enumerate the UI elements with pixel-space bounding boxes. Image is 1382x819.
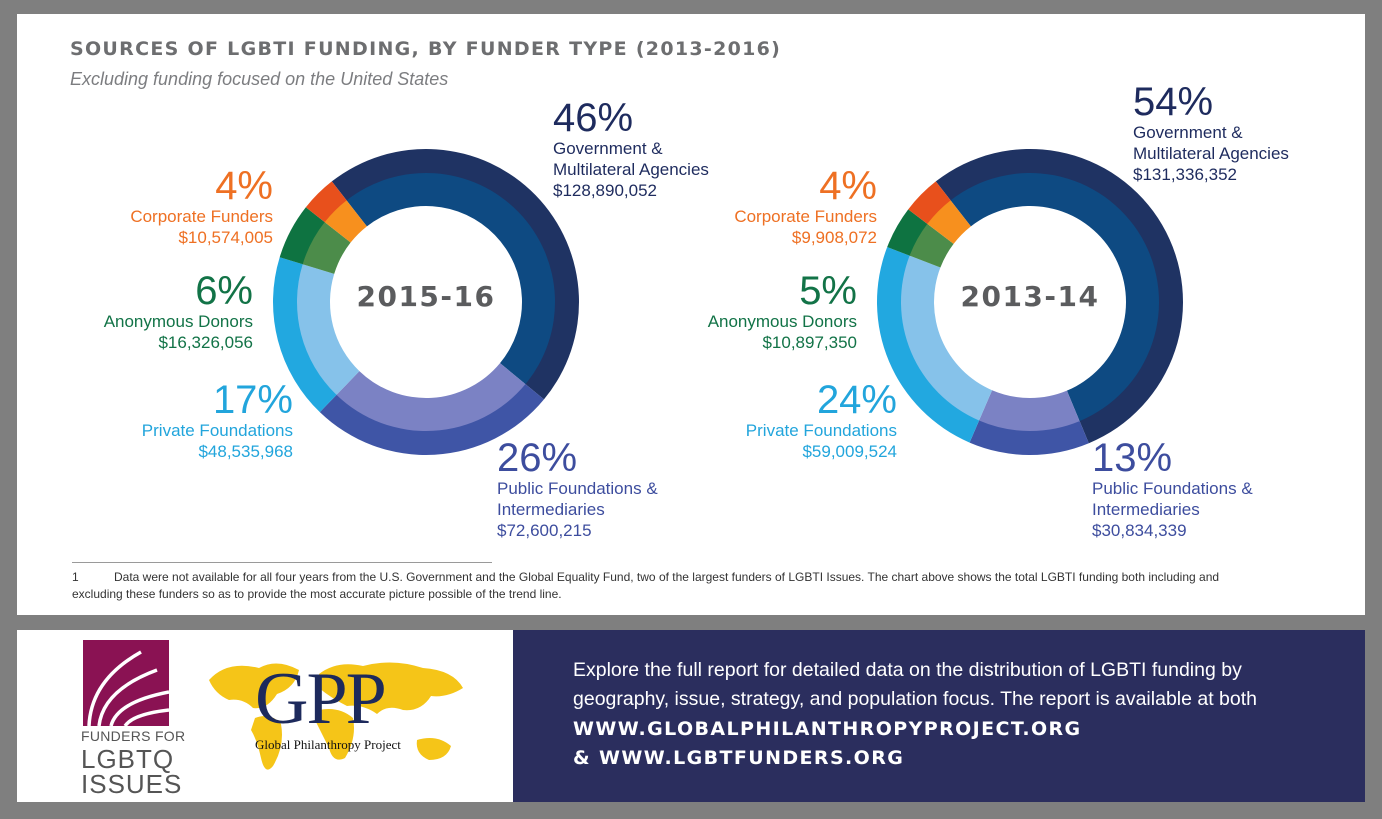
chart-subtitle: Excluding funding focused on the United … (70, 69, 449, 89)
slice-inner-public-2013-14 (979, 390, 1080, 431)
slice-inner-corporate-2013-14 (927, 200, 971, 244)
ff-line2: LGBTQ (81, 744, 175, 774)
url-gpp-link[interactable]: WWW.GLOBALPHILANTHROPYPROJECT.ORG (573, 718, 1082, 740)
label-government-2013-14: 54% Government & Multilateral Agencies $… (1133, 80, 1289, 184)
slice-outer-anonymous-2013-14 (887, 209, 929, 257)
label-anonymous-2013-14: 5% Anonymous Donors $10,897,350 (707, 269, 857, 352)
url-lgbtfunders-link[interactable]: & WWW.LGBTFUNDERS.ORG (573, 747, 905, 769)
slice-outer-private-2013-14 (877, 247, 980, 443)
gpp-caption: Global Philanthropy Project (255, 737, 401, 752)
slice-inner-anonymous-2015-16 (302, 222, 351, 274)
slice-inner-private-2013-14 (901, 255, 993, 421)
slice-inner-public-2015-16 (336, 363, 526, 431)
label-private-2013-14: 24% Private Foundations $59,009,524 (745, 378, 897, 461)
ff-line3: ISSUES (81, 769, 183, 799)
slice-outer-public-2013-14 (969, 419, 1089, 455)
ff-line1: FUNDERS FOR (81, 728, 186, 744)
center-label-2013-14: 2013-14 (960, 280, 1100, 313)
label-corporate-2013-14: 4% Corporate Funders $9,908,072 (734, 164, 877, 247)
slice-outer-corporate-2013-14 (908, 181, 952, 225)
donut-chart-2015-16 (273, 149, 579, 455)
chart-title: SOURCES OF LGBTI FUNDING, BY FUNDER TYPE… (70, 38, 782, 60)
slice-inner-government-2015-16 (346, 172, 555, 385)
pct-government-2015-16: 46% (553, 96, 634, 140)
label-government-2015-16: 46% Government & Multilateral Agencies $… (553, 96, 709, 200)
footnote-text: Data were not available for all four yea… (72, 570, 1220, 601)
slice-inner-government-2013-14 (950, 172, 1159, 422)
slice-inner-private-2015-16 (297, 264, 360, 395)
slice-outer-anonymous-2015-16 (279, 207, 326, 265)
world-map-icon (209, 662, 463, 770)
label-anonymous-2015-16: 6% Anonymous Donors $16,326,056 (103, 269, 253, 352)
report-banner: Explore the full report for detailed dat… (513, 630, 1365, 802)
center-label-2015-16: 2015-16 (356, 280, 496, 313)
logos-panel: FUNDERS FOR LGBTQ ISSUES GPP Global Phil… (17, 630, 513, 802)
gpp-letters: GPP (255, 658, 387, 740)
label-public-2013-14: 13% Public Foundations & Intermediaries … (1092, 436, 1253, 540)
footnote: 1 Data were not available for all four ye… (72, 569, 1232, 603)
label-corporate-2015-16: 4% Corporate Funders $10,574,005 (130, 164, 273, 247)
label-private-2015-16: 17% Private Foundations $48,535,968 (141, 378, 293, 461)
donut-chart-2013-14 (877, 148, 1183, 455)
slice-outer-public-2015-16 (319, 383, 544, 455)
footnote-number: 1 (72, 570, 79, 584)
slice-outer-government-2013-14 (935, 148, 1183, 444)
slice-outer-private-2015-16 (273, 257, 338, 413)
label-public-2015-16: 26% Public Foundations & Intermediaries … (497, 436, 658, 540)
slice-outer-corporate-2015-16 (305, 181, 348, 223)
amount-government-2015-16: $128,890,052 (553, 181, 657, 200)
slice-inner-corporate-2015-16 (324, 200, 367, 243)
slice-inner-anonymous-2013-14 (909, 223, 954, 268)
chart-card: SOURCES OF LGBTI FUNDING, BY FUNDER TYPE… (17, 14, 1365, 615)
banner-text: Explore the full report for detailed dat… (573, 659, 1258, 710)
funders-for-lgbtq-logo-icon (83, 640, 169, 726)
footnote-rule (72, 562, 492, 563)
